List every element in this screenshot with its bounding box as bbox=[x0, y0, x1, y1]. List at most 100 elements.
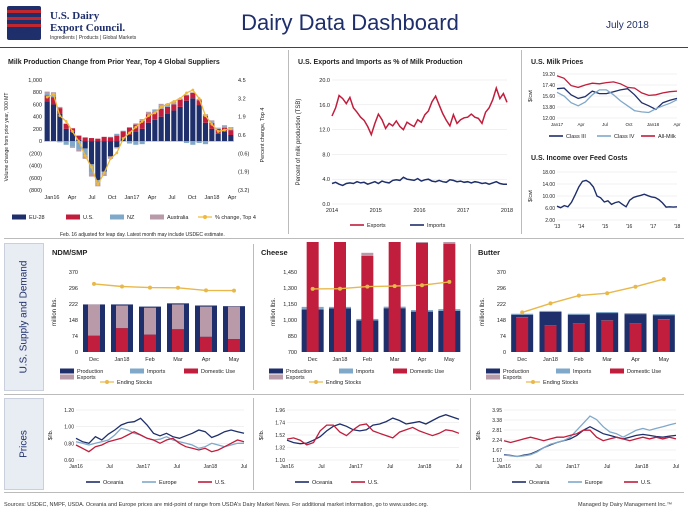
milk-production-xtick: Jan17 bbox=[125, 195, 140, 201]
butter-legend-exports-label: Exports bbox=[503, 375, 522, 381]
percent-change-point bbox=[71, 130, 74, 133]
price-butter-europe-line bbox=[503, 415, 677, 458]
bar-domestic-use bbox=[361, 256, 374, 352]
butter-ytick: 148 bbox=[497, 318, 506, 324]
bar-us bbox=[202, 116, 209, 123]
percent-change-point bbox=[77, 140, 81, 143]
butter-legend-production-label: Production bbox=[503, 369, 529, 375]
percent-change-point bbox=[115, 151, 119, 155]
bar-eu28 bbox=[133, 131, 139, 142]
butter-legend-ending-stocks-swatch-dot bbox=[531, 380, 535, 384]
cheese-category: Apr bbox=[418, 357, 427, 363]
cheese-category: Feb bbox=[363, 357, 372, 363]
bar-us bbox=[152, 112, 158, 120]
milk-prices-xtick: Apr bbox=[673, 122, 681, 127]
butter-legend-imports-swatch bbox=[556, 368, 570, 374]
bar-eu28 bbox=[158, 116, 164, 142]
percent-change-point bbox=[128, 131, 131, 135]
ending-stocks-point bbox=[310, 286, 315, 291]
ndm-smp-legend-production-label: Production bbox=[77, 369, 103, 375]
bar-eu28 bbox=[107, 141, 114, 157]
legend-eu28-label: EU-28 bbox=[29, 215, 45, 221]
ending-stocks-point bbox=[520, 310, 525, 315]
bar-nz bbox=[95, 180, 101, 183]
milk-production-y2tick: (0.6) bbox=[238, 151, 249, 157]
ndm-smp-legend-imports-swatch bbox=[130, 368, 144, 374]
cheese-ytick: 1,300 bbox=[283, 286, 297, 292]
butter-ylabel: million lbs. bbox=[480, 298, 486, 326]
price-cheese-ytick: 1.96 bbox=[275, 408, 285, 414]
bar-australia bbox=[152, 109, 158, 110]
cheese-legend-domestic-use-swatch bbox=[393, 368, 407, 374]
bar-us bbox=[114, 135, 120, 142]
bar-australia bbox=[215, 127, 221, 129]
bar-eu28 bbox=[145, 122, 152, 142]
price-cheese-ytick: 1.32 bbox=[275, 446, 285, 452]
exports-imports-chart: U.S. Exports and Imports as % of Milk Pr… bbox=[296, 59, 513, 229]
legend-exports-label: Exports bbox=[367, 223, 386, 229]
income-over-feed-ytick: 10.00 bbox=[542, 194, 555, 200]
price-butter-oceania-line bbox=[503, 425, 677, 458]
class-iv-line bbox=[556, 89, 678, 114]
ndm-smp-legend-ending-stocks-swatch-dot bbox=[105, 380, 109, 384]
price-butter-xtick: Jan17 bbox=[566, 464, 580, 470]
exports-line bbox=[331, 85, 508, 137]
percent-change-point bbox=[159, 105, 163, 109]
bar-nz bbox=[139, 141, 145, 145]
butter-ytick: 370 bbox=[497, 270, 506, 276]
percent-change-point bbox=[172, 100, 176, 103]
bar-us bbox=[76, 135, 82, 140]
milk-production-xtick: Apr bbox=[68, 195, 77, 201]
bar-domestic-use bbox=[544, 326, 557, 352]
exports-imports-xtick: 2014 bbox=[326, 208, 338, 214]
legend-us-swatch bbox=[66, 214, 80, 220]
butter-category: Feb bbox=[574, 357, 583, 363]
cheese-chart: Cheese 1,450 1,300 1,150 1,000 850 700 million … bbox=[261, 242, 461, 386]
exports-imports-xtick: 2017 bbox=[457, 208, 469, 214]
bar-eu28 bbox=[126, 135, 133, 142]
milk-prices-ylabel: $/cwt bbox=[528, 90, 534, 102]
exports-imports-ytick: 20.0 bbox=[319, 78, 330, 84]
milk-production-ylabel: Volume change from prior year, '000 MT bbox=[4, 93, 10, 182]
milk-production-ytick: 800 bbox=[33, 90, 42, 96]
income-over-feed-ytick: 2.00 bbox=[545, 218, 555, 224]
ndm-smp-ytick: 148 bbox=[69, 318, 78, 324]
bar-imports bbox=[624, 313, 647, 315]
bar-eu28 bbox=[57, 113, 63, 142]
cheese-category: Mar bbox=[390, 357, 400, 363]
ndm-smp-ytick: 0 bbox=[75, 350, 78, 356]
bar-australia bbox=[190, 92, 196, 93]
price-cheese-xtick: Jul bbox=[387, 464, 393, 470]
cheese-ytick: 1,000 bbox=[283, 318, 297, 324]
bar-nz bbox=[196, 141, 202, 143]
percent-change-line bbox=[46, 89, 231, 186]
legend-percent-label: % change, Top 4 bbox=[215, 215, 256, 221]
milk-production-y2label: Percent change, Top 4 bbox=[260, 108, 266, 163]
ndm-smp-category: Mar bbox=[173, 357, 183, 363]
bar-us bbox=[228, 130, 234, 135]
ending-stocks-point bbox=[548, 301, 553, 306]
cheese-ytick: 700 bbox=[288, 350, 297, 356]
butter-category: Dec bbox=[517, 357, 527, 363]
income-over-feed-ylabel: $/cwt bbox=[528, 190, 534, 202]
bar-exports bbox=[228, 306, 240, 340]
bar-exports bbox=[443, 242, 456, 244]
income-over-feed-xtick: '14 bbox=[578, 224, 585, 230]
price-butter-us-line bbox=[503, 429, 677, 444]
logo-usa: USA bbox=[11, 26, 33, 37]
ending-stocks-point bbox=[365, 284, 370, 289]
bar-australia bbox=[63, 123, 69, 124]
butter-chart: Butter 370 296 222 148 74 0 million lbs. Dec Jan1… bbox=[478, 248, 675, 386]
ending-stocks-point bbox=[120, 284, 124, 289]
milk-prices-xtick: Oct bbox=[625, 122, 633, 127]
milk-production-y2tick: 1.9 bbox=[238, 115, 246, 121]
income-over-feed-xtick: '13 bbox=[554, 224, 561, 230]
bar-us bbox=[120, 131, 126, 139]
bar-australia bbox=[69, 146, 76, 148]
bar-nz bbox=[209, 121, 215, 123]
bar-us bbox=[183, 95, 190, 101]
legend-imports-label: Imports bbox=[427, 223, 446, 229]
milk-production-ytick: 200 bbox=[33, 127, 42, 133]
ending-stocks-point bbox=[148, 285, 152, 290]
legend-eu28-swatch bbox=[12, 214, 26, 220]
